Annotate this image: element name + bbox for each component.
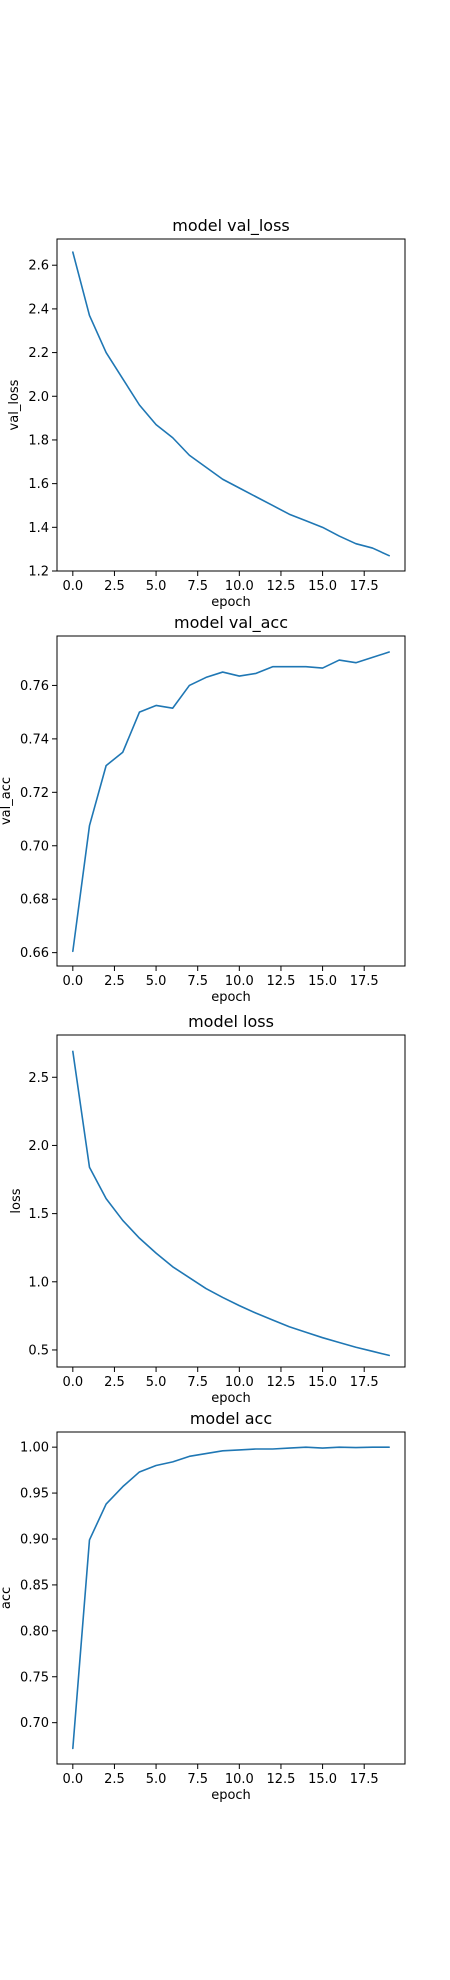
x-tick-label: 2.5	[104, 1375, 125, 1390]
x-axis-label: epoch	[211, 1788, 251, 1803]
y-tick-label: 2.4	[28, 302, 49, 317]
y-tick-label: 0.68	[20, 893, 49, 908]
y-tick-label: 0.85	[20, 1578, 49, 1593]
x-tick-label: 2.5	[104, 1772, 125, 1787]
x-tick-label: 15.0	[308, 579, 337, 594]
y-tick-label: 0.70	[20, 1716, 49, 1731]
x-tick-label: 7.5	[187, 579, 208, 594]
y-axis-label: val_acc	[0, 777, 14, 825]
y-tick-label: 0.80	[20, 1624, 49, 1639]
y-axis-label: acc	[0, 1587, 14, 1609]
y-tick-label: 0.5	[28, 1343, 49, 1358]
x-tick-label: 10.0	[225, 579, 254, 594]
x-tick-label: 5.0	[146, 579, 167, 594]
axes-frame	[56, 238, 406, 572]
y-tick-label: 2.5	[28, 1071, 49, 1086]
x-tick-label: 12.5	[266, 579, 295, 594]
chart-0: model val_loss 0.0 2.5 5.0 7.5 10.0 12.5 15.0 17…	[7, 216, 406, 610]
y-tick-label: 1.6	[28, 477, 49, 492]
axes-frame	[56, 1034, 406, 1368]
x-tick-label: 10.0	[225, 974, 254, 989]
y-axis-label: val_loss	[7, 379, 22, 430]
y-tick-label: 0.72	[20, 786, 49, 801]
y-tick-label: 0.70	[20, 839, 49, 854]
series-line	[72, 251, 390, 557]
x-tick-label: 5.0	[146, 1375, 167, 1390]
y-tick-label: 1.2	[28, 565, 49, 580]
y-tick-label: 1.8	[28, 433, 49, 448]
y-tick-label: 1.0	[28, 1275, 49, 1290]
x-tick-label: 10.0	[225, 1375, 254, 1390]
x-tick-label: 12.5	[266, 1375, 295, 1390]
x-tick-label: 0.0	[62, 579, 83, 594]
x-tick-label: 17.5	[350, 1772, 379, 1787]
y-tick-label: 1.00	[20, 1441, 49, 1456]
y-axis-label: loss	[9, 1188, 24, 1213]
y-tick-label: 0.66	[20, 946, 49, 961]
y-tick-label: 0.75	[20, 1670, 49, 1685]
series-line	[72, 1050, 390, 1357]
chart-3: model acc 0.0 2.5 5.0 7.5 10.0 12.5 15.0 17.5 0.7…	[0, 1409, 406, 1803]
chart-2: model loss 0.0 2.5 5.0 7.5 10.0 12.5 15.0 17.5 0.…	[9, 1012, 406, 1406]
x-tick-label: 0.0	[62, 1772, 83, 1787]
series-line	[72, 651, 390, 953]
chart-title: model acc	[190, 1409, 272, 1428]
x-tick-label: 15.0	[308, 1375, 337, 1390]
y-tick-label: 0.90	[20, 1532, 49, 1547]
axes-frame	[56, 1431, 406, 1765]
x-tick-label: 7.5	[187, 974, 208, 989]
chart-1: model val_acc 0.0 2.5 5.0 7.5 10.0 12.5 15.0 17.…	[0, 613, 406, 1005]
y-tick-label: 0.95	[20, 1487, 49, 1502]
x-tick-label: 15.0	[308, 1772, 337, 1787]
x-tick-label: 17.5	[350, 579, 379, 594]
y-tick-label: 0.76	[20, 679, 49, 694]
x-tick-label: 10.0	[225, 1772, 254, 1787]
y-tick-label: 2.0	[28, 1139, 49, 1154]
x-axis-label: epoch	[211, 1391, 251, 1406]
x-tick-label: 12.5	[266, 974, 295, 989]
series-line	[72, 1446, 390, 1750]
x-tick-label: 0.0	[62, 1375, 83, 1390]
x-tick-label: 12.5	[266, 1772, 295, 1787]
y-tick-label: 0.74	[20, 732, 49, 747]
y-tick-label: 2.0	[28, 390, 49, 405]
y-tick-label: 1.4	[28, 521, 49, 536]
x-tick-label: 7.5	[187, 1375, 208, 1390]
x-tick-label: 17.5	[350, 974, 379, 989]
chart-title: model loss	[188, 1012, 274, 1031]
x-axis-label: epoch	[211, 990, 251, 1005]
x-axis-label: epoch	[211, 595, 251, 610]
x-tick-label: 5.0	[146, 974, 167, 989]
y-tick-label: 2.2	[28, 346, 49, 361]
x-tick-label: 7.5	[187, 1772, 208, 1787]
x-tick-label: 2.5	[104, 579, 125, 594]
x-tick-label: 5.0	[146, 1772, 167, 1787]
x-tick-label: 0.0	[62, 974, 83, 989]
y-tick-label: 1.5	[28, 1207, 49, 1222]
chart-title: model val_acc	[174, 613, 288, 633]
y-tick-label: 2.6	[28, 259, 49, 274]
chart-title: model val_loss	[172, 216, 290, 236]
x-tick-label: 17.5	[350, 1375, 379, 1390]
x-tick-label: 15.0	[308, 974, 337, 989]
axes-frame	[56, 635, 406, 967]
x-tick-label: 2.5	[104, 974, 125, 989]
